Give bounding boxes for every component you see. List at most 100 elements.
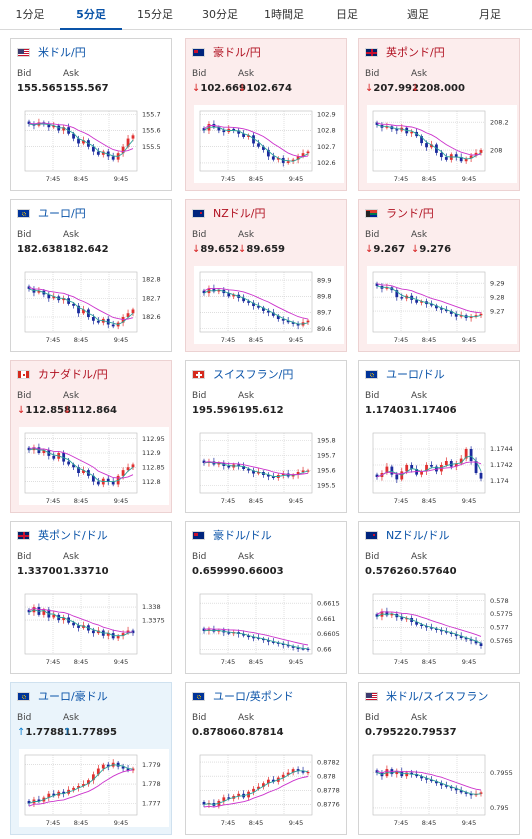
y-tick-label: 9.28 bbox=[490, 293, 504, 301]
price-chart[interactable]: 9.29 9.28 9.27 7:45 8:45 9:45 bbox=[367, 266, 517, 344]
tab-1min[interactable]: 1分足 bbox=[15, 8, 45, 21]
currency-pair-link[interactable]: ランド/円 bbox=[386, 207, 434, 220]
candle-body bbox=[111, 481, 115, 485]
price-chart[interactable]: 1.1744 1.1742 1.174 7:45 8:45 9:45 bbox=[367, 427, 517, 505]
currency-pair-link[interactable]: スイスフラン/円 bbox=[213, 368, 294, 381]
currency-pair-link[interactable]: ユーロ/ドル bbox=[386, 368, 445, 381]
currency-card[interactable]: 豪ドル/円 Bid Ask ↓102.669 ↓102.674 102.9 102.8 102… bbox=[185, 38, 347, 191]
ma-fast-line bbox=[376, 771, 482, 795]
card-header: カナダドル/円 bbox=[17, 367, 108, 381]
ma-slow-line bbox=[28, 447, 134, 479]
x-tick-label: 9:45 bbox=[462, 336, 477, 344]
candle-body bbox=[271, 312, 275, 316]
price-chart[interactable]: 195.8 195.7 195.6 195.5 7:45 8:45 9:45 bbox=[194, 427, 344, 505]
candle-body bbox=[266, 149, 270, 157]
currency-pair-link[interactable]: 米ドル/スイスフラン bbox=[386, 690, 489, 703]
currency-card[interactable]: ランド/円 Bid Ask ↓9.267 ↓9.276 9.29 9.28 9.27 7:45 8… bbox=[358, 199, 520, 352]
tab-1hour[interactable]: 1時間足 bbox=[264, 8, 304, 21]
candle-body bbox=[42, 609, 46, 615]
currency-pair-link[interactable]: NZドル/円 bbox=[213, 207, 266, 220]
ma-fast-line bbox=[376, 285, 482, 318]
candle-body bbox=[62, 298, 66, 301]
candle-body bbox=[301, 770, 305, 773]
currency-card[interactable]: 米ドル/スイスフラン Bid Ask 0.79522 0.79537 0.7955 0.79… bbox=[358, 682, 520, 835]
tab-30min[interactable]: 30分足 bbox=[202, 8, 238, 21]
candlestick-chart: 0.7955 0.795 7:45 8:45 9:45 bbox=[372, 754, 513, 827]
x-tick-label: 8:45 bbox=[422, 658, 437, 666]
bid-label: Bid bbox=[365, 69, 380, 79]
price-chart[interactable]: 1.338 1.3375 7:45 8:45 9:45 bbox=[19, 588, 169, 666]
bid-price: 0.57626 bbox=[365, 566, 411, 577]
currency-pair-link[interactable]: ユーロ/豪ドル bbox=[38, 690, 108, 703]
ask-label: Ask bbox=[63, 391, 80, 401]
price-chart[interactable]: 0.7955 0.795 7:45 8:45 9:45 bbox=[367, 749, 517, 827]
y-tick-label: 0.878 bbox=[317, 772, 336, 780]
candle-body bbox=[444, 309, 448, 312]
candle-body bbox=[479, 313, 483, 316]
price-chart[interactable]: 182.8 182.7 182.6 7:45 8:45 9:45 bbox=[19, 266, 169, 344]
currency-pair-link[interactable]: 豪ドル/ドル bbox=[213, 529, 272, 542]
currency-card[interactable]: ユーロ/ドル Bid Ask 1.17403 1.17406 1.1744 1.1742 1.… bbox=[358, 360, 520, 513]
candle-body bbox=[247, 635, 250, 638]
currency-card[interactable]: ユーロ/円 Bid Ask 182.638 182.642 182.8 182.7 182.6… bbox=[10, 199, 172, 352]
currency-card[interactable]: カナダドル/円 Bid Ask ↓112.858 ↓112.864 112.95 112.9… bbox=[10, 360, 172, 513]
card-header: 豪ドル/ドル bbox=[192, 528, 272, 542]
currency-card[interactable]: 英ポンド/円 Bid Ask ↓207.992 ↓208.000 208.2 208 7:45… bbox=[358, 38, 520, 191]
x-tick-label: 7:45 bbox=[221, 336, 236, 344]
candle-body bbox=[242, 133, 246, 137]
ask-value: 155.567 bbox=[63, 83, 109, 94]
candlestick-chart: 0.578 0.5775 0.577 0.5765 7:45 8:45 9:45 bbox=[372, 593, 513, 666]
candle-body bbox=[52, 125, 56, 128]
y-tick-label: 182.7 bbox=[142, 294, 161, 302]
currency-card[interactable]: 英ポンド/ドル Bid Ask 1.33700 1.33710 1.338 1.3375 7:… bbox=[10, 521, 172, 674]
price-chart[interactable]: 112.95 112.9 112.85 112.8 7:45 8:45 9:45 bbox=[19, 427, 169, 505]
candle-body bbox=[271, 641, 275, 643]
currency-pair-link[interactable]: NZドル/ドル bbox=[386, 529, 450, 542]
tab-monthly[interactable]: 月足 bbox=[479, 8, 501, 21]
flag-icon bbox=[192, 47, 205, 57]
currency-pair-link[interactable]: 米ドル/円 bbox=[38, 46, 86, 59]
tab-weekly[interactable]: 週足 bbox=[407, 8, 429, 21]
currency-pair-link[interactable]: 英ポンド/ドル bbox=[38, 529, 108, 542]
price-chart[interactable]: 0.578 0.5775 0.577 0.5765 7:45 8:45 9:45 bbox=[367, 588, 517, 666]
price-chart[interactable]: 0.6615 0.661 0.6605 0.66 7:45 8:45 9:45 bbox=[194, 588, 344, 666]
candle-body bbox=[390, 466, 394, 475]
currency-pair-link[interactable]: 豪ドル/円 bbox=[213, 46, 261, 59]
candle-body bbox=[227, 632, 231, 634]
price-chart[interactable]: 208.2 208 7:45 8:45 9:45 bbox=[367, 105, 517, 183]
tab-daily[interactable]: 日足 bbox=[336, 8, 358, 21]
candle-body bbox=[202, 802, 206, 805]
candle-body bbox=[242, 297, 246, 302]
currency-card[interactable]: スイスフラン/円 Bid Ask 195.596 195.612 195.8 195.7 19… bbox=[185, 360, 347, 513]
currency-pair-link[interactable]: カナダドル/円 bbox=[38, 368, 108, 381]
currency-card[interactable]: 豪ドル/ドル Bid Ask 0.65999 0.66003 0.6615 0.661 0.6… bbox=[185, 521, 347, 674]
currency-card[interactable]: NZドル/円 Bid Ask ↓89.652 ↓89.659 89.9 89.8 89.7 89… bbox=[185, 199, 347, 352]
ma-fast-line bbox=[376, 124, 482, 160]
ma-slow-line bbox=[203, 461, 309, 476]
currency-card[interactable]: NZドル/ドル Bid Ask 0.57626 0.57640 0.578 0.5775 0.… bbox=[358, 521, 520, 674]
x-tick-label: 7:45 bbox=[394, 175, 409, 183]
currency-card[interactable]: ユーロ/英ポンド Bid Ask 0.87806 0.87814 0.8782 0.878 0… bbox=[185, 682, 347, 835]
price-chart[interactable]: 89.9 89.8 89.7 89.6 7:45 8:45 9:45 bbox=[194, 266, 344, 344]
currency-pair-link[interactable]: ユーロ/円 bbox=[38, 207, 86, 220]
candle-body bbox=[212, 288, 216, 292]
candle-body bbox=[237, 464, 241, 466]
flag-icon bbox=[17, 208, 30, 218]
currency-card[interactable]: ユーロ/豪ドル Bid Ask ↑1.77881 ↑1.77895 1.779 1.778 1… bbox=[10, 682, 172, 835]
tab-5min[interactable]: 5分足 bbox=[60, 0, 122, 30]
candle-body bbox=[454, 634, 458, 636]
price-chart[interactable]: 155.7 155.6 155.5 7:45 8:45 9:45 bbox=[19, 105, 169, 183]
up-arrow-icon: ↑ bbox=[63, 727, 72, 738]
currency-pair-link[interactable]: ユーロ/英ポンド bbox=[213, 690, 294, 703]
currency-card[interactable]: 米ドル/円 Bid Ask 155.565 155.567 155.7 155.6 155.5… bbox=[10, 38, 172, 191]
price-chart[interactable]: 102.9 102.8 102.7 102.6 7:45 8:45 9:45 bbox=[194, 105, 344, 183]
tab-15min[interactable]: 15分足 bbox=[137, 8, 173, 21]
candle-body bbox=[464, 638, 468, 640]
bid-value: 182.638 bbox=[17, 244, 63, 255]
price-chart[interactable]: 0.8782 0.878 0.8778 0.8776 7:45 8:45 9:45 bbox=[194, 749, 344, 827]
y-tick-label: 155.5 bbox=[142, 143, 161, 151]
candle-body bbox=[252, 788, 255, 792]
card-header: ユーロ/豪ドル bbox=[17, 689, 108, 703]
price-chart[interactable]: 1.779 1.778 1.777 7:45 8:45 9:45 bbox=[19, 749, 169, 827]
currency-pair-link[interactable]: 英ポンド/円 bbox=[386, 46, 445, 59]
